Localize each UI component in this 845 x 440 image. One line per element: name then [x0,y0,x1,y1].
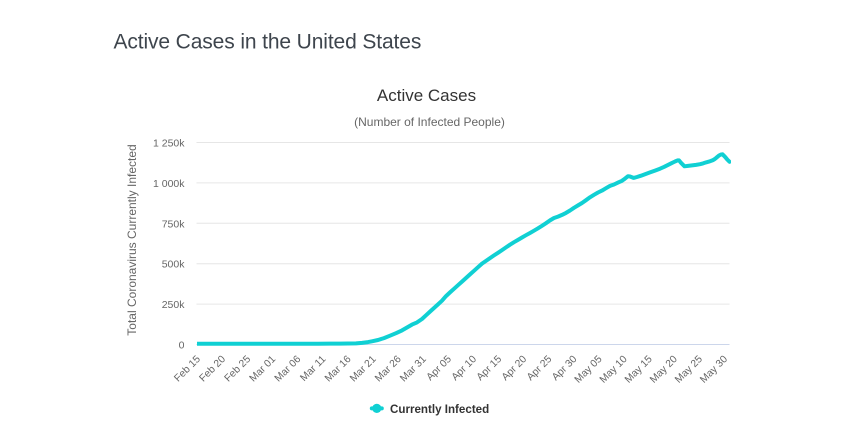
svg-text:1 000k: 1 000k [153,178,185,190]
svg-text:750k: 750k [162,218,186,230]
svg-text:Total Coronavirus Currently In: Total Coronavirus Currently Infected [125,144,139,335]
svg-text:1 250k: 1 250k [153,138,185,150]
svg-text:Active Cases in the United Sta: Active Cases in the United States [114,31,422,54]
svg-text:(Number of Infected People): (Number of Infected People) [354,115,505,129]
svg-text:0: 0 [179,340,185,352]
svg-text:Active Cases: Active Cases [377,86,476,105]
svg-text:250k: 250k [162,299,186,311]
svg-text:Currently Infected: Currently Infected [390,403,489,416]
svg-text:500k: 500k [162,259,186,271]
